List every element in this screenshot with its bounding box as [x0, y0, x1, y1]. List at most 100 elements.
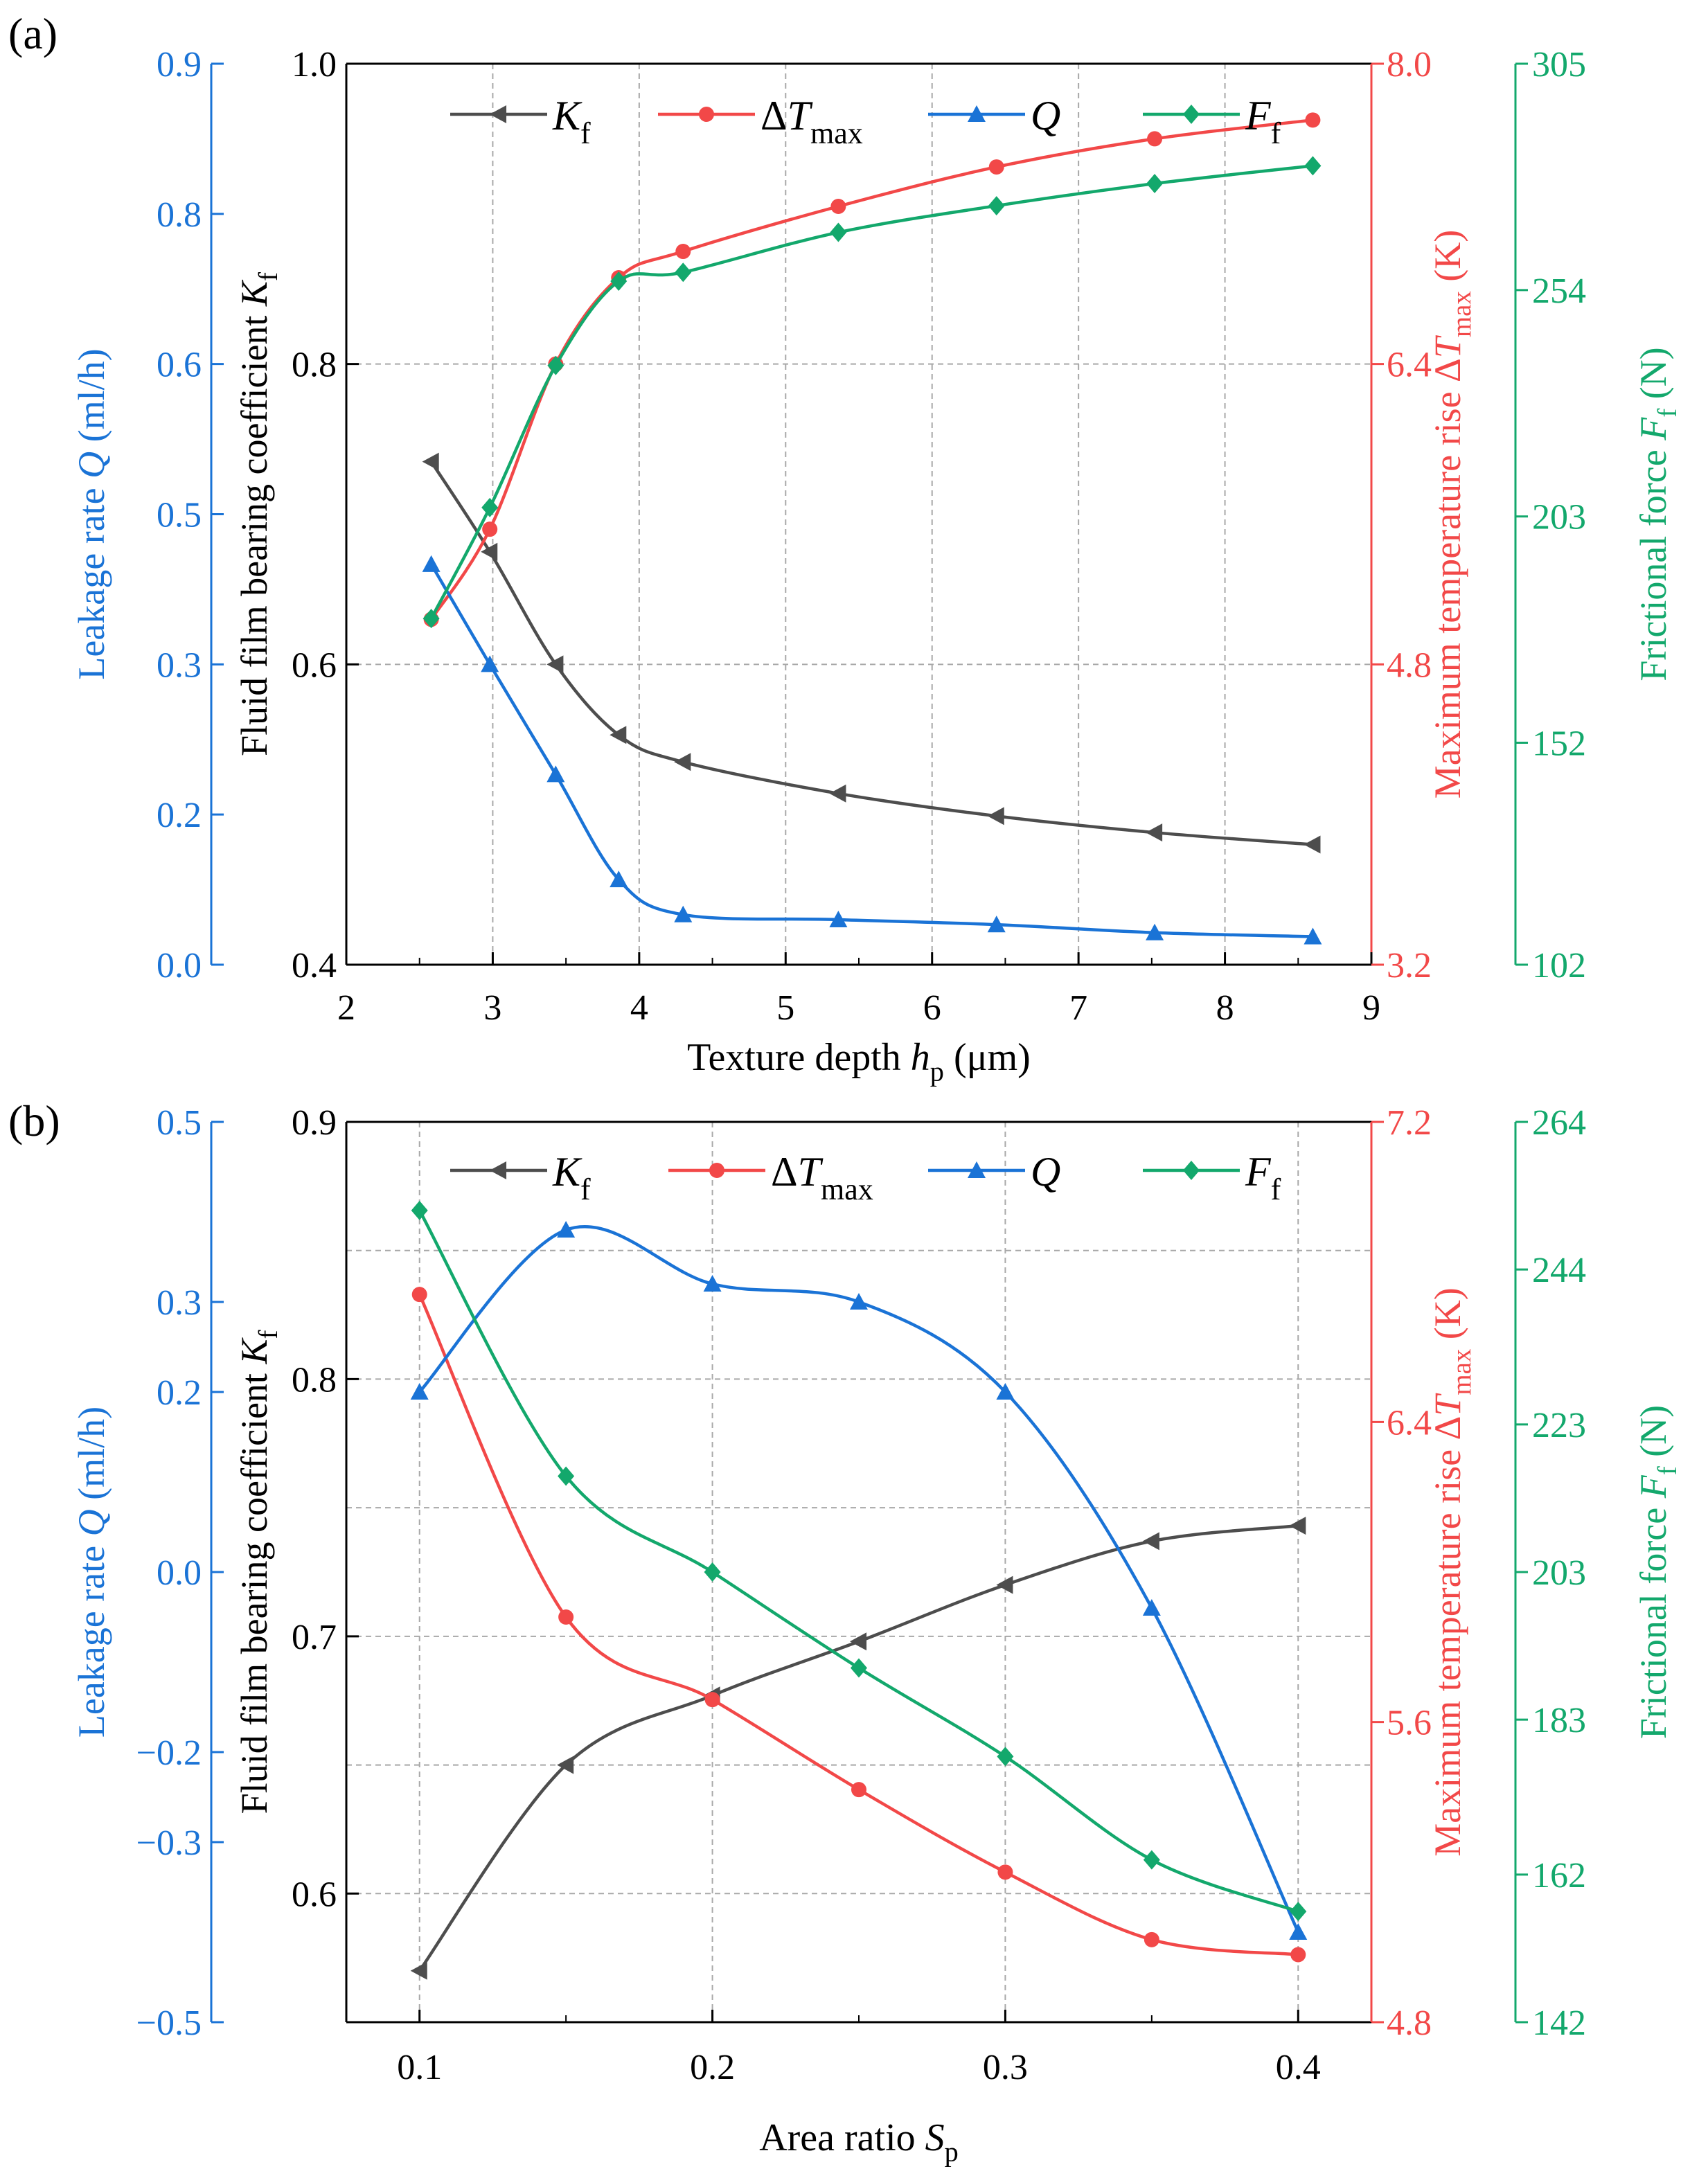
q-tick-label: 0.9 — [157, 45, 202, 84]
q-tick-label: 0.2 — [157, 1373, 202, 1413]
point-ff — [411, 1200, 428, 1220]
point-q — [1142, 1599, 1161, 1616]
point-kf — [996, 1576, 1013, 1594]
q-tick-label: 0.3 — [157, 645, 202, 685]
q-tick-label: −0.2 — [136, 1733, 202, 1773]
legend-marker — [968, 1161, 986, 1179]
point-kf — [1142, 1532, 1159, 1551]
x-tick-label: 9 — [1362, 988, 1380, 1028]
series-line-q — [418, 1224, 1300, 1933]
kf-tick-label: 0.7 — [292, 1618, 337, 1657]
panel-label: (b) — [8, 1096, 60, 1145]
point-kf — [481, 542, 498, 561]
point-dt — [830, 198, 846, 214]
dt-tick-label: 4.8 — [1387, 2003, 1432, 2043]
ff-tick-label: 203 — [1532, 1553, 1586, 1593]
legend-label: Kf — [552, 93, 591, 150]
point-kf — [829, 784, 846, 803]
ff-tick-label: 142 — [1532, 2003, 1586, 2043]
legend-item-kf: Kf — [450, 1149, 591, 1206]
point-q — [610, 871, 628, 888]
point-dt — [1290, 1947, 1306, 1963]
q-tick-label: 0.6 — [157, 346, 202, 385]
legend-label: Kf — [552, 1149, 591, 1206]
x-tick-label: 7 — [1069, 988, 1087, 1028]
point-q — [1146, 923, 1164, 940]
dt-tick-label: 5.6 — [1387, 1704, 1432, 1743]
point-q — [987, 916, 1006, 933]
legend: Kf ΔTmax Q Ff — [450, 1149, 1281, 1206]
point-dt — [558, 1609, 574, 1625]
point-ff — [851, 1658, 867, 1678]
legend-marker — [968, 105, 986, 123]
legend-marker — [1183, 1161, 1200, 1180]
ff-tick-label: 183 — [1532, 1701, 1586, 1740]
point-kf — [1146, 823, 1163, 842]
dt-axis-title: Maximum temperature rise ΔTmax​ (K) — [1427, 1287, 1477, 1856]
point-q — [481, 655, 499, 672]
point-q — [1304, 927, 1322, 945]
point-ff — [547, 355, 564, 375]
legend-marker — [709, 1163, 724, 1178]
series-kf — [422, 452, 1321, 854]
x-axis-title: Texture depth hp​ (μm) — [687, 1036, 1031, 1087]
ff-tick-label: 152 — [1532, 724, 1586, 764]
series-line-dt — [429, 118, 1313, 621]
point-ff — [704, 1562, 721, 1582]
point-ff — [481, 497, 499, 517]
legend-label: Ff — [1245, 93, 1281, 150]
point-q — [674, 905, 693, 922]
dt-tick-label: 7.2 — [1387, 1103, 1432, 1143]
kf-tick-label: 0.9 — [292, 1103, 337, 1143]
legend-marker — [699, 107, 714, 122]
point-kf — [610, 726, 627, 744]
kf-tick-label: 0.6 — [292, 1875, 337, 1914]
x-tick-label: 0.4 — [1276, 2048, 1321, 2087]
point-kf — [546, 655, 564, 674]
ff-tick-label: 264 — [1532, 1103, 1586, 1143]
point-ff — [610, 271, 628, 292]
series-q — [422, 555, 1322, 945]
point-q — [850, 1293, 868, 1310]
panel-a: (a) 2 3 4 5 6 7 8 9 0.4 0.6 0.8 1.0 3.2 4.8 6.4 8.0 0.0 0.… — [8, 9, 1682, 1087]
series-ff — [411, 1200, 1307, 1922]
series-dt — [423, 112, 1321, 627]
legend-label: Ff — [1245, 1149, 1281, 1206]
panel-label: (a) — [8, 9, 57, 58]
q-tick-label: −0.3 — [136, 1823, 202, 1863]
kf-tick-label: 1.0 — [292, 45, 337, 84]
legend-label: Q — [1031, 93, 1060, 139]
dt-tick-label: 8.0 — [1387, 45, 1432, 84]
series-dt — [411, 1287, 1306, 1963]
point-ff — [675, 262, 692, 283]
point-q — [703, 1275, 722, 1292]
q-tick-label: 0.0 — [157, 946, 202, 985]
kf-axis-title: Fluid film bearing coefficient Kf​ — [233, 1330, 283, 1814]
q-tick-label: 0.0 — [157, 1553, 202, 1593]
point-kf — [987, 807, 1004, 825]
dt-tick-label: 6.4 — [1387, 1403, 1432, 1443]
x-tick-label: 0.2 — [690, 2048, 735, 2087]
series-line-q — [429, 563, 1313, 938]
point-q — [410, 1383, 429, 1400]
q-tick-label: −0.5 — [136, 2003, 202, 2043]
point-dt — [482, 521, 498, 537]
point-kf — [1289, 1517, 1306, 1535]
x-tick-label: 0.3 — [983, 2048, 1028, 2087]
point-dt — [704, 1692, 720, 1708]
point-q — [546, 765, 565, 783]
x-axis-title: Area ratio Sp​ — [759, 2116, 959, 2168]
point-kf — [422, 452, 439, 471]
ff-tick-label: 223 — [1532, 1406, 1586, 1445]
kf-tick-label: 0.4 — [292, 946, 337, 985]
ff-tick-label: 102 — [1532, 946, 1586, 985]
point-q — [829, 910, 848, 927]
x-tick-label: 0.1 — [397, 2048, 442, 2087]
point-ff — [422, 609, 440, 629]
point-ff — [988, 196, 1005, 216]
series-kf — [410, 1517, 1306, 1980]
ff-tick-label: 162 — [1532, 1856, 1586, 1895]
legend-item-q: Q — [928, 1149, 1060, 1195]
point-q — [557, 1221, 576, 1238]
